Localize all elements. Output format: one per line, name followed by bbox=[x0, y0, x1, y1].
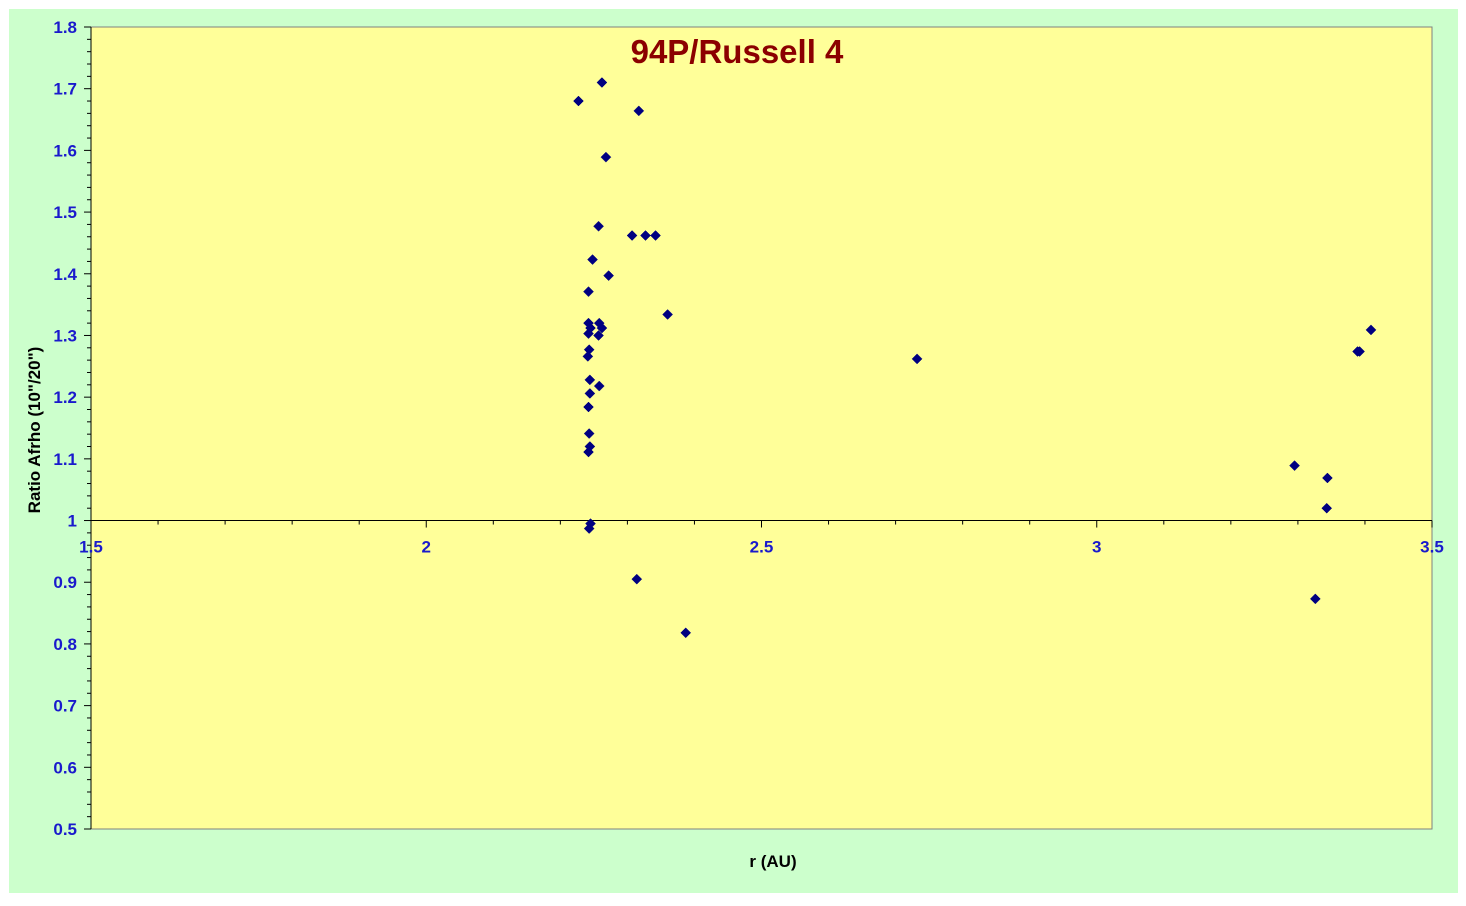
data-point bbox=[593, 220, 604, 232]
x-axis-title: r (AU) bbox=[749, 852, 796, 871]
data-point bbox=[582, 351, 594, 362]
data-point bbox=[573, 95, 584, 107]
data-point bbox=[1354, 346, 1365, 357]
data-point bbox=[584, 388, 596, 399]
data-point bbox=[640, 230, 651, 241]
data-point bbox=[911, 353, 923, 365]
y-tick-label: 1.4 bbox=[53, 265, 77, 284]
data-point bbox=[1289, 460, 1300, 471]
data-point bbox=[1365, 324, 1377, 336]
data-point bbox=[633, 105, 645, 117]
x-tick-label: 2 bbox=[422, 538, 431, 557]
y-tick-label: 1 bbox=[68, 512, 77, 531]
y-tick-label: 0.6 bbox=[53, 758, 77, 777]
data-point bbox=[1322, 472, 1333, 484]
y-tick-label: 0.8 bbox=[53, 635, 77, 654]
data-point bbox=[583, 286, 594, 298]
data-point bbox=[583, 446, 594, 458]
y-tick-label: 1.2 bbox=[53, 388, 77, 407]
x-tick-label: 1.5 bbox=[79, 538, 103, 557]
y-tick-label: 1.5 bbox=[53, 203, 77, 222]
data-point bbox=[662, 309, 673, 320]
data-point bbox=[583, 428, 595, 439]
data-series bbox=[573, 77, 1377, 639]
data-point bbox=[631, 573, 643, 585]
data-point bbox=[1321, 502, 1333, 514]
data-point bbox=[1309, 593, 1321, 605]
x-tick-label: 3.5 bbox=[1420, 538, 1444, 557]
data-point bbox=[650, 230, 661, 241]
data-point bbox=[593, 330, 604, 341]
plot-area bbox=[90, 26, 1433, 830]
y-tick-label: 1.6 bbox=[53, 141, 77, 160]
data-point bbox=[680, 627, 692, 639]
data-point bbox=[596, 322, 608, 334]
data-point bbox=[626, 230, 638, 241]
data-point bbox=[583, 328, 594, 339]
data-point bbox=[583, 523, 595, 534]
data-point bbox=[603, 270, 614, 281]
y-tick-label: 0.7 bbox=[53, 697, 77, 716]
data-point bbox=[584, 374, 596, 386]
y-tick-label: 1.7 bbox=[53, 80, 77, 99]
data-point bbox=[583, 401, 594, 413]
data-point bbox=[593, 380, 605, 392]
chart-title: 94P/Russell 4 bbox=[631, 33, 844, 70]
data-point bbox=[600, 151, 612, 163]
y-tick-label: 0.5 bbox=[53, 820, 77, 839]
data-point bbox=[587, 254, 598, 265]
y-tick-label: 0.9 bbox=[53, 573, 77, 592]
x-axis: 1.5 2 2.5 3 3.5 bbox=[79, 520, 1444, 557]
data-point bbox=[596, 77, 608, 88]
y-tick-label: 1.1 bbox=[53, 450, 77, 469]
y-axis-title: Ratio Afrho (10"/20") bbox=[25, 347, 44, 514]
y-tick-label: 1.3 bbox=[53, 326, 77, 345]
y-tick-label: 1.8 bbox=[53, 18, 77, 37]
x-tick-label: 2.5 bbox=[750, 538, 774, 557]
y-axis: 0.5 0.6 0.7 0.8 0.9 1 1.1 1.2 1.3 1.4 1.5 1.6 1.7 1.8 bbox=[53, 18, 92, 839]
x-tick-label: 3 bbox=[1092, 538, 1101, 557]
